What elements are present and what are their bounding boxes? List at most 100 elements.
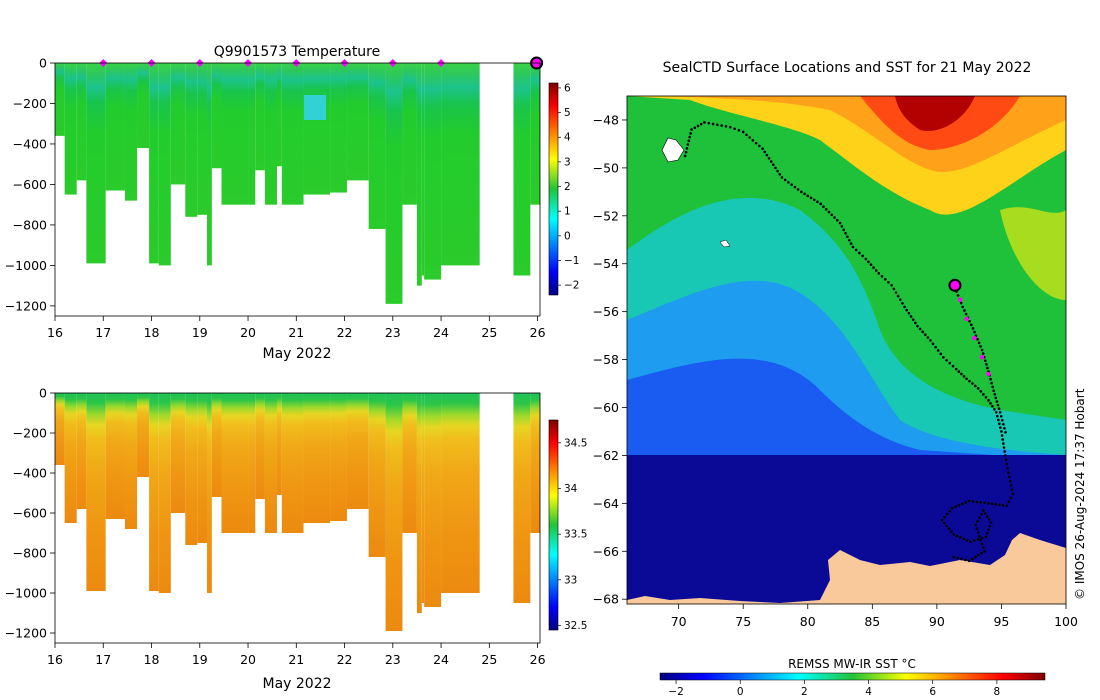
track-dot — [842, 228, 846, 232]
track-dot — [975, 500, 979, 504]
track-dot — [971, 327, 975, 330]
temperature-profile-bar — [149, 63, 159, 264]
track-dot — [999, 426, 1002, 429]
track-dot — [683, 154, 687, 158]
track-dot — [916, 324, 919, 328]
temperature-y-tick-label: −200 — [13, 96, 47, 111]
track-dot — [892, 287, 896, 291]
track-dot — [800, 190, 803, 194]
map-x-tick-label: 95 — [993, 614, 1009, 629]
track-dot — [979, 345, 982, 348]
map-title: SealCTD Surface Locations and SST for 21… — [663, 60, 1032, 76]
salinity-profile-bar — [421, 393, 425, 603]
salinity-y-tick-label: −600 — [13, 506, 47, 521]
track-dot — [858, 251, 861, 255]
track-dot — [998, 422, 1001, 426]
track-dot — [1008, 479, 1012, 483]
temperature-profile-bar — [281, 63, 304, 205]
salinity-colorbar-tick-label: 32.5 — [564, 620, 587, 632]
track-dot — [1001, 418, 1004, 422]
track-dot — [774, 166, 777, 170]
track-dot — [1002, 442, 1005, 445]
map-y-tick-label: −54 — [593, 256, 619, 271]
recent-location-dot — [964, 316, 969, 322]
temperature-colorbar-tick-label: 6 — [564, 82, 571, 94]
track-dot — [685, 147, 689, 150]
track-dot — [979, 538, 983, 542]
salinity-profile-bar — [368, 393, 386, 557]
temperature-colorbar-tick-label: 1 — [564, 206, 571, 218]
track-dot — [926, 336, 930, 339]
track-dot — [745, 133, 748, 137]
salinity-y-tick-label: −1000 — [5, 586, 47, 601]
salinity-colorbar — [548, 419, 559, 631]
track-dot — [996, 403, 1000, 407]
salinity-x-tick-label: 23 — [385, 652, 401, 667]
temperature-y-tick-label: 0 — [39, 56, 47, 71]
track-dot — [997, 418, 1000, 422]
track-dot — [977, 341, 981, 345]
track-dot — [751, 139, 755, 142]
temperature-profile-bar — [368, 63, 386, 229]
temperature-profile-bar — [385, 63, 403, 304]
track-dot — [720, 124, 723, 127]
track-dot — [951, 364, 955, 368]
track-dot — [793, 185, 797, 189]
track-dot — [838, 221, 842, 225]
track-dot — [982, 393, 985, 396]
heard-island — [719, 239, 731, 248]
track-dot — [974, 555, 977, 559]
track-dot — [1003, 426, 1006, 430]
salinity-profile-bar — [264, 393, 277, 533]
track-dot — [1000, 434, 1004, 437]
track-dot — [883, 278, 887, 281]
track-dot — [945, 358, 948, 362]
salinity-profile-bar — [416, 393, 422, 613]
temperature-profile-bar — [105, 63, 125, 191]
track-dot — [844, 231, 847, 235]
temperature-colorbar-tick-label: 5 — [564, 107, 571, 119]
track-dot — [846, 235, 849, 238]
track-dot — [976, 531, 980, 534]
track-dot — [987, 399, 990, 402]
track-dot — [936, 349, 940, 352]
track-dot — [921, 330, 924, 334]
map-frame — [626, 95, 1067, 605]
temperature-colorbar-tick-label: 3 — [564, 156, 571, 168]
recent-surface-locations — [957, 297, 991, 377]
salinity-x-tick-label: 24 — [433, 652, 449, 667]
map-y-tick-label: −68 — [593, 592, 619, 607]
track-dot — [872, 266, 875, 269]
track-dot — [990, 381, 993, 385]
track-dot — [1010, 488, 1014, 491]
track-dot — [961, 502, 964, 506]
salinity-profile-bar — [330, 393, 347, 521]
salinity-y-tick-label: −1200 — [5, 626, 47, 641]
track-dot — [987, 528, 990, 532]
track-dot — [934, 345, 937, 349]
temperature-x-tick-label: 22 — [337, 325, 353, 340]
track-dot — [703, 121, 706, 124]
track-dot — [776, 169, 779, 173]
track-dot — [711, 122, 715, 126]
track-dot — [943, 515, 946, 519]
salinity-profile-bar — [276, 393, 282, 495]
track-dot — [816, 200, 819, 204]
salinity-profile-bar — [303, 393, 331, 523]
recent-location-dot — [957, 297, 963, 302]
track-dot — [894, 291, 898, 294]
salinity-x-tick-label: 21 — [288, 652, 304, 667]
track-dot — [765, 153, 769, 157]
temperature-colorbar-ticks: 6 5 4 3 2 1 0 −1 −2 — [558, 82, 579, 292]
temperature-profile-bar — [124, 63, 138, 201]
salinity-profile-bar — [211, 393, 222, 497]
salinity-colorbar-tick-label: 34 — [564, 483, 578, 495]
temperature-profile-bar — [424, 63, 442, 280]
track-dot — [1000, 430, 1003, 433]
track-dot — [1005, 462, 1009, 466]
track-dot — [940, 518, 944, 522]
track-dot — [951, 506, 954, 510]
track-dot — [686, 143, 690, 146]
track-dot — [983, 501, 986, 505]
temperature-y-tick-label: −400 — [13, 136, 47, 151]
